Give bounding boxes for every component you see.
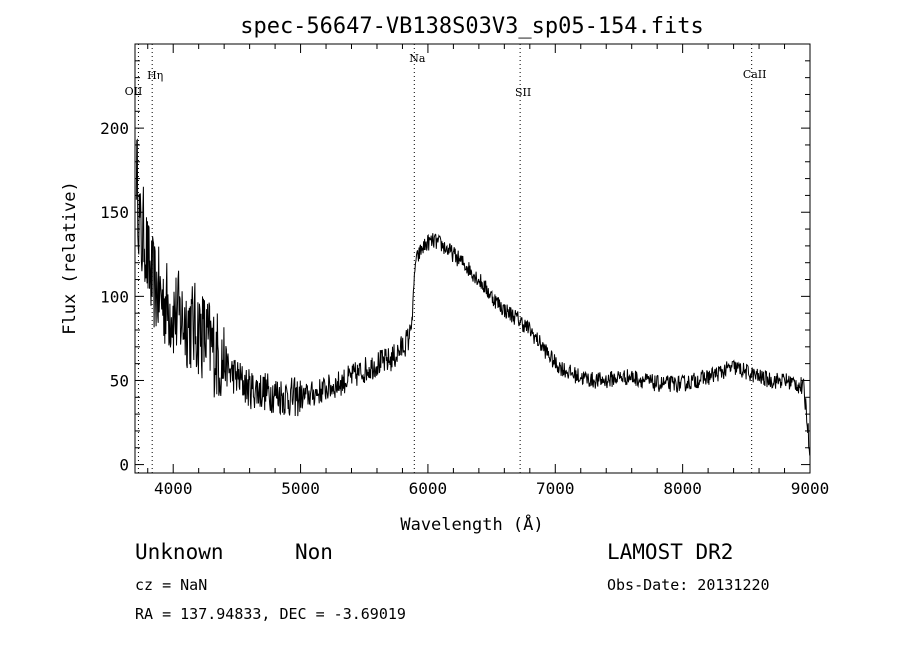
y-axis-label: Flux (relative) [60, 181, 80, 335]
survey-name: LAMOST DR2 [607, 540, 734, 564]
y-tick-label: 200 [100, 119, 129, 138]
x-tick-label: 4000 [154, 479, 193, 498]
object-class: Unknown [135, 540, 224, 564]
spectral-line-label: Na [409, 52, 426, 65]
spectral-line-label: Hη [147, 69, 163, 82]
plot-area: 4000 5000 6000 7000 8000 9000 0 50 100 150 200 OII H… [100, 43, 830, 498]
y-tick-label: 150 [100, 203, 129, 222]
x-tick-label: 5000 [281, 479, 320, 498]
x-tick-label: 8000 [663, 479, 702, 498]
spectral-line-label: OII [125, 85, 143, 98]
x-tick-label: 6000 [409, 479, 448, 498]
object-subclass: Non [295, 540, 333, 564]
plot-frame [134, 43, 811, 474]
x-axis-label: Wavelength (Å) [400, 513, 543, 535]
spectral-line-label: CaII [743, 68, 767, 81]
spectral-line-label: SII [515, 86, 531, 99]
x-tick-label: 7000 [536, 479, 575, 498]
chart-title: spec-56647-VB138S03V3_sp05-154.fits [240, 14, 704, 39]
x-tick-label: 9000 [791, 479, 830, 498]
redshift-cz: cz = NaN [135, 576, 208, 594]
ra-dec-coordinates: RA = 137.94833, DEC = -3.69019 [135, 605, 406, 623]
y-tick-label: 0 [119, 456, 129, 475]
y-tick-label: 50 [110, 371, 129, 390]
observation-date: Obs-Date: 20131220 [607, 576, 770, 594]
y-tick-label: 100 [100, 287, 129, 306]
spectrum-series-line [135, 138, 811, 456]
